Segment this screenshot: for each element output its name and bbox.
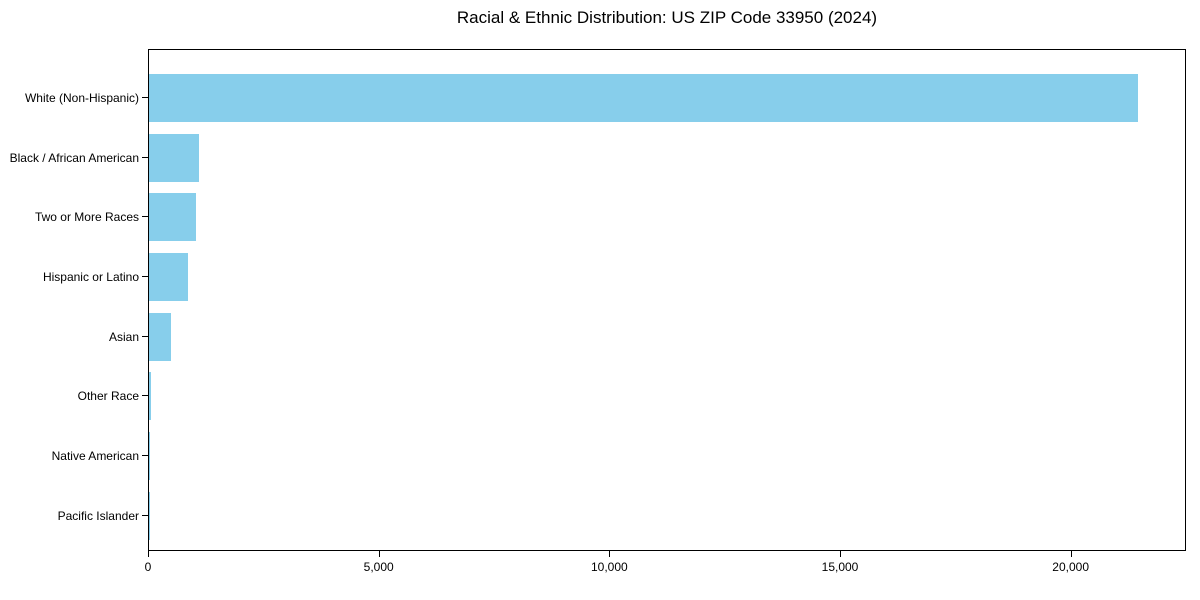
chart-title: Racial & Ethnic Distribution: US ZIP Cod… xyxy=(456,8,878,27)
y-axis-tick xyxy=(142,156,148,158)
y-axis-tick xyxy=(142,455,148,457)
y-axis-label-two-or-more-races: Two or More Races xyxy=(34,210,139,225)
bar-two-or-more-races xyxy=(149,193,197,242)
x-axis-tick-label: 15,000 xyxy=(821,560,859,574)
y-axis-label-native-american: Native American xyxy=(51,449,139,464)
x-axis-tick xyxy=(1070,551,1072,557)
bar-hispanic-or-latino xyxy=(149,253,189,301)
y-axis-label-white-non-hispanic: White (Non-Hispanic) xyxy=(24,91,139,105)
x-axis-tick-label: 10,000 xyxy=(590,560,628,574)
x-axis-tick-label: 0 xyxy=(144,560,152,574)
y-axis-tick xyxy=(142,216,148,218)
y-axis-tick xyxy=(142,276,148,277)
bar-black-african-american xyxy=(149,133,199,182)
y-axis-label-other-race: Other Race xyxy=(77,389,139,404)
y-axis-label-asian: Asian xyxy=(108,329,139,344)
plot-area xyxy=(148,49,1186,551)
bar-white-non-hispanic xyxy=(149,74,1138,122)
x-axis-tick-label: 5,000 xyxy=(363,560,394,574)
y-axis-label-pacific-islander: Pacific Islander xyxy=(57,508,139,523)
y-axis-tick xyxy=(142,97,148,98)
y-axis-tick xyxy=(142,395,148,397)
bar-native-american xyxy=(149,432,150,481)
x-axis-tick-label: 20,000 xyxy=(1052,560,1090,574)
y-axis-tick xyxy=(142,514,148,516)
x-axis-tick xyxy=(840,551,841,557)
x-axis-tick xyxy=(378,551,380,557)
bar-other-race xyxy=(149,372,151,421)
bar-asian xyxy=(149,312,172,361)
x-axis-tick xyxy=(148,551,149,557)
y-axis-label-black-african-american: Black / African American xyxy=(9,150,139,165)
x-axis-tick xyxy=(609,551,611,557)
y-axis-label-hispanic-or-latino: Hispanic or Latino xyxy=(42,270,139,284)
y-axis-tick xyxy=(142,335,148,337)
